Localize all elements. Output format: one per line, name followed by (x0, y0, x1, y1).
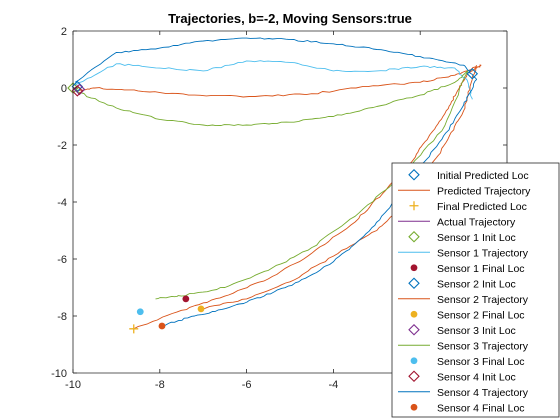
y-tick-label: -2 (57, 140, 67, 152)
x-tick-label: -8 (155, 379, 165, 391)
legend-swatch-sensor-2-init-loc (408, 277, 420, 290)
legend-label-sensor-2-trajectory: Sensor 2 Trajectory (437, 294, 529, 306)
legend-swatch-sensor-4-init-loc (408, 370, 420, 383)
x-tick-label: -6 (242, 379, 252, 391)
legend-label-sensor-4-final-loc: Sensor 4 Final Loc (437, 402, 525, 414)
sensor-2-final-loc-marker (197, 305, 205, 313)
y-tick-label: 0 (61, 83, 67, 95)
legend: Initial Predicted Loc Predicted Trajector… (391, 162, 560, 418)
legend-swatch-sensor-2-final-loc (410, 310, 418, 318)
legend-label-predicted-trajectory: Predicted Trajectory (437, 185, 531, 197)
sensor-4-trajectory-line (74, 37, 478, 327)
legend-label-initial-predicted-loc: Initial Predicted Loc (437, 170, 529, 182)
legend-label-sensor-3-final-loc: Sensor 3 Final Loc (437, 356, 525, 368)
sensor-4-final-loc-marker (158, 322, 166, 330)
y-tick-label: -8 (57, 311, 67, 323)
sensor-3-final-loc-marker (136, 308, 144, 316)
legend-label-sensor-3-init-loc: Sensor 3 Init Loc (437, 325, 516, 337)
sensor-3-trajectory-line (75, 70, 469, 300)
legend-swatch-sensor-1-final-loc (410, 264, 418, 272)
sensor-1-final-loc-marker (182, 295, 190, 303)
legend-label-sensor-1-trajectory: Sensor 1 Trajectory (437, 247, 529, 259)
legend-label-sensor-3-trajectory: Sensor 3 Trajectory (437, 340, 529, 352)
chart-title: Trajectories, b=-2, Moving Sensors:true (168, 11, 412, 26)
y-tick-label: -4 (57, 197, 67, 209)
y-tick-label: -10 (51, 368, 67, 380)
legend-swatch-sensor-1-init-loc (408, 230, 420, 243)
legend-label-sensor-1-final-loc: Sensor 1 Final Loc (437, 263, 525, 275)
legend-label-final-predicted-loc: Final Predicted Loc (437, 201, 527, 213)
legend-box (391, 162, 560, 418)
legend-swatch-initial-predicted-loc (408, 168, 420, 181)
final-predicted-loc-marker (129, 324, 139, 334)
sensor-4-init-loc-marker (71, 85, 84, 97)
x-tick-label: -4 (329, 379, 339, 391)
legend-label-sensor-4-init-loc: Sensor 4 Init Loc (437, 371, 516, 383)
initial-predicted-loc-marker (466, 67, 479, 80)
legend-label-sensor-4-trajectory: Sensor 4 Trajectory (437, 387, 529, 399)
legend-label-sensor-1-init-loc: Sensor 1 Init Loc (437, 232, 516, 244)
legend-label-actual-trajectory: Actual Trajectory (437, 216, 516, 228)
legend-label-sensor-2-final-loc: Sensor 2 Final Loc (437, 309, 525, 321)
legend-swatch-sensor-3-final-loc (410, 357, 418, 365)
sensor-1-trajectory-line (74, 60, 473, 100)
legend-swatch-final-predicted-loc (409, 201, 419, 211)
legend-swatch-sensor-3-init-loc (408, 323, 420, 336)
plot-markers (67, 67, 479, 334)
legend-swatch-sensor-4-final-loc (410, 403, 418, 411)
axes: -10-8-6-4-220-2-4-6-8-10 (51, 26, 508, 391)
legend-label-sensor-2-init-loc: Sensor 2 Init Loc (437, 278, 516, 290)
y-tick-label: -6 (57, 254, 67, 266)
y-tick-label: 2 (61, 26, 67, 38)
x-tick-label: -10 (65, 379, 81, 391)
